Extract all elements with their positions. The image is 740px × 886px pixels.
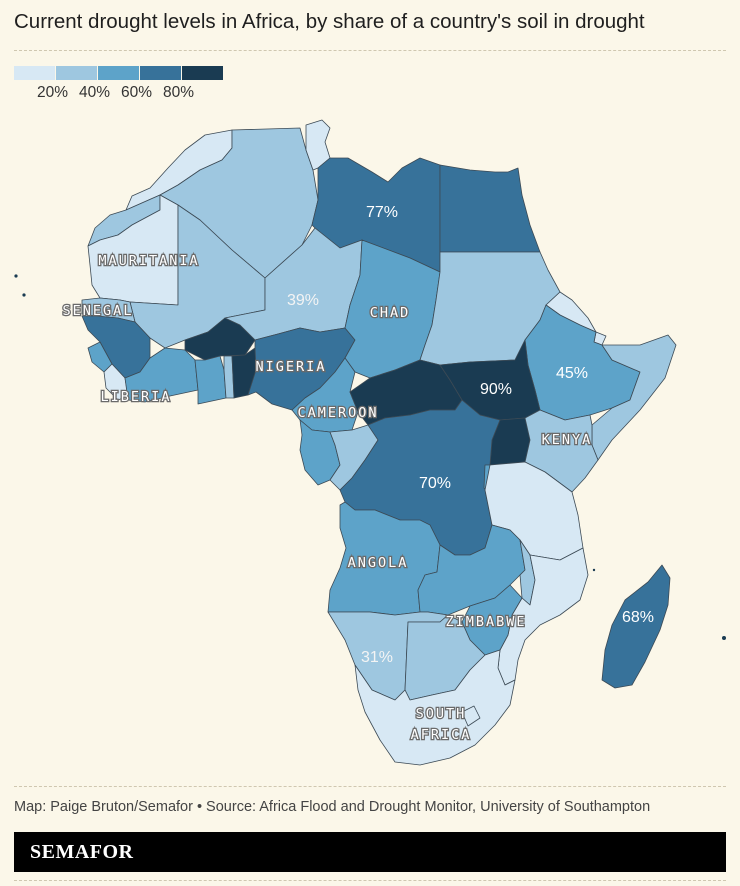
- label-senegal: SENEGAL: [63, 303, 134, 319]
- island-comoros: [592, 568, 596, 572]
- island-mauritius: [722, 636, 726, 640]
- brand-bar: SEMAFOR: [14, 832, 726, 872]
- country-sierra-leone: [87, 341, 113, 373]
- label-south-africa-line2: AFRICA: [411, 727, 472, 743]
- legend-label-80: 80%: [163, 84, 195, 101]
- title-divider: [14, 50, 726, 51]
- bottom-divider: [14, 880, 726, 881]
- value-drc: 70%: [419, 475, 451, 492]
- legend-label-20: 20%: [37, 84, 69, 101]
- source-credit: Map: Paige Bruton/Semafor • Source: Afri…: [14, 799, 651, 815]
- label-liberia: LIBERIA: [101, 389, 172, 405]
- legend-swatch-3: [98, 66, 139, 80]
- country-zambia: [417, 524, 526, 616]
- country-ghana: [194, 355, 227, 405]
- label-mauritania: MAURITANIA: [98, 253, 199, 269]
- legend-label-60: 60%: [121, 84, 153, 101]
- island-canary: [14, 274, 18, 278]
- value-madagascar: 68%: [622, 609, 654, 626]
- page-title: Current drought levels in Africa, by sha…: [14, 10, 645, 33]
- value-namibia: 31%: [361, 649, 393, 666]
- country-south-africa: [354, 649, 516, 766]
- legend-swatch-4: [140, 66, 181, 80]
- country-madagascar: [601, 564, 671, 689]
- legend-labels: 20% 40% 60% 80%: [14, 84, 224, 104]
- color-legend: [14, 66, 224, 80]
- country-togo: [223, 355, 235, 399]
- value-sudan-ssudan: 90%: [480, 381, 512, 398]
- country-burkina-faso: [184, 317, 256, 361]
- legend-label-40: 40%: [79, 84, 111, 101]
- value-ethiopia: 45%: [556, 365, 588, 382]
- brand-logo: SEMAFOR: [30, 841, 134, 863]
- label-nigeria: NIGERIA: [256, 359, 327, 375]
- value-libya: 77%: [366, 204, 398, 221]
- country-egypt: [439, 164, 541, 253]
- legend-swatch-5: [182, 66, 223, 80]
- legend-swatch-2: [56, 66, 97, 80]
- label-cameroon: CAMEROON: [297, 405, 378, 421]
- value-niger: 39%: [287, 292, 319, 309]
- label-kenya: KENYA: [542, 432, 593, 448]
- country-lesotho: [461, 705, 481, 727]
- label-chad: CHAD: [370, 305, 411, 321]
- legend-swatch-1: [14, 66, 55, 80]
- source-divider: [14, 786, 726, 787]
- label-south-africa-line1: SOUTH: [416, 706, 467, 722]
- label-angola: ANGOLA: [348, 555, 409, 571]
- island-cape-verde: [22, 293, 26, 297]
- label-zimbabwe: ZIMBABWE: [445, 614, 526, 630]
